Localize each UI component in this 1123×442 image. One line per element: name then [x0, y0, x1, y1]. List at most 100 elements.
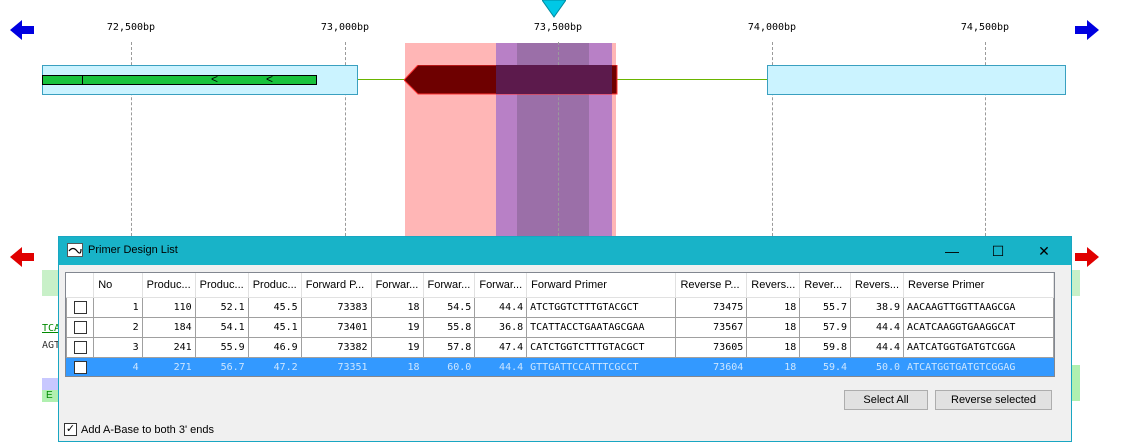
table-cell: 73401: [300, 317, 372, 338]
column-header[interactable]: Forward Primer: [526, 273, 677, 298]
sequence-fragment: TCA: [42, 323, 61, 334]
table-row[interactable]: 3 241 55.9 46.9 73382 19 57.8 47.4 CATCTGGTCTTTG…: [66, 337, 1054, 358]
table-cell: 54.5: [422, 297, 476, 318]
green-feature[interactable]: [42, 75, 317, 85]
table-cell: 18: [370, 297, 424, 318]
table-cell: 18: [370, 357, 424, 376]
table-cell: 52.1: [194, 297, 249, 318]
table-cell: 45.1: [247, 317, 302, 338]
table-cell: 50.0: [850, 357, 905, 376]
column-header[interactable]: Produc...: [195, 273, 249, 298]
scroll-right-arrow-icon[interactable]: [1075, 247, 1099, 267]
checkbox-icon[interactable]: [73, 321, 87, 334]
table-cell: AATCATGGTGATGTCGGA: [903, 337, 1054, 358]
table-cell: 59.8: [799, 337, 852, 358]
table-cell: 57.9: [799, 317, 852, 338]
sequence-fragment: AGT: [42, 340, 61, 351]
primer-table[interactable]: No Produc... Produc... Produc... Forward…: [65, 272, 1055, 377]
table-cell: 73605: [675, 337, 748, 358]
table-cell: 1: [93, 297, 143, 318]
side-band-right: [1072, 365, 1080, 401]
table-cell: AACAAGTTGGTTAAGCGA: [903, 297, 1054, 318]
row-checkbox[interactable]: [66, 297, 95, 318]
table-row[interactable]: 4 271 56.7 47.2 73351 18 60.0 44.4 GTTGATTCCATTT…: [66, 357, 1054, 376]
row-checkbox[interactable]: [66, 317, 95, 338]
table-cell: 18: [746, 337, 801, 358]
table-cell: 44.4: [474, 297, 528, 318]
checkbox-icon[interactable]: [73, 301, 87, 314]
select-all-button[interactable]: Select All: [844, 390, 928, 410]
table-cell: 44.4: [850, 337, 905, 358]
side-band-right: [1072, 270, 1080, 296]
table-cell: 19: [370, 337, 424, 358]
table-cell: 19: [370, 317, 424, 338]
table-cell: ATCTGGTCTTTGTACGCT: [526, 297, 677, 318]
table-cell: 44.4: [474, 357, 528, 376]
column-header[interactable]: [66, 273, 95, 298]
row-checkbox[interactable]: [66, 357, 95, 376]
checkmark-icon: ✓: [65, 423, 76, 435]
dialog-titlebar[interactable]: Primer Design List — ☐ ✕: [59, 237, 1071, 265]
gene-box-right[interactable]: [767, 65, 1066, 95]
scroll-right-arrow-icon[interactable]: [1075, 20, 1099, 40]
table-cell: ACATCAAGGTGAAGGCAT: [903, 317, 1054, 338]
minimize-button[interactable]: —: [945, 243, 959, 259]
table-row[interactable]: 1 110 52.1 45.5 73383 18 54.5 44.4 ATCTGGTCTTTGT…: [66, 297, 1054, 318]
close-button[interactable]: ✕: [1038, 242, 1050, 259]
column-header[interactable]: Forward P...: [301, 273, 372, 298]
ruler-label: 74,000bp: [747, 22, 797, 33]
column-header[interactable]: Forwar...: [423, 273, 476, 298]
checkbox-icon[interactable]: [73, 361, 87, 374]
table-cell: ATCATGGTGATGTCGGAG: [903, 357, 1054, 376]
table-cell: 18: [746, 317, 801, 338]
column-header[interactable]: Forwar...: [474, 273, 528, 298]
reverse-selected-button[interactable]: Reverse selected: [935, 390, 1052, 410]
position-marker-icon[interactable]: [542, 0, 566, 18]
column-header[interactable]: Rever...: [799, 273, 852, 298]
feature-direction-icon: <: [211, 72, 219, 86]
ruler-label: 73,500bp: [533, 22, 583, 33]
column-header[interactable]: Reverse P...: [675, 273, 748, 298]
table-cell: 110: [141, 297, 196, 318]
table-cell: 18: [746, 357, 801, 376]
side-band: [42, 270, 58, 296]
table-cell: 54.1: [194, 317, 249, 338]
table-cell: GTTGATTCCATTTCGCCT: [526, 357, 677, 376]
table-cell: 73604: [675, 357, 748, 376]
column-header[interactable]: Reverse Primer: [903, 273, 1054, 298]
dialog-title: Primer Design List: [88, 244, 178, 256]
dark-feature[interactable]: [404, 65, 618, 95]
table-cell: 73351: [300, 357, 372, 376]
feature-direction-icon: <: [266, 72, 274, 86]
column-header[interactable]: Produc...: [248, 273, 302, 298]
add-a-base-label[interactable]: Add A-Base to both 3' ends: [81, 424, 214, 436]
table-cell: 59.4: [799, 357, 852, 376]
table-cell: 3: [93, 337, 143, 358]
table-cell: TCATTACCTGAATAGCGAA: [526, 317, 677, 338]
row-checkbox[interactable]: [66, 337, 95, 358]
column-header[interactable]: No: [93, 273, 143, 298]
table-cell: 18: [746, 297, 801, 318]
checkbox-icon[interactable]: [73, 341, 87, 354]
maximize-button[interactable]: ☐: [991, 242, 1005, 259]
scroll-left-arrow-icon[interactable]: [10, 20, 34, 40]
table-cell: 57.8: [422, 337, 476, 358]
add-a-base-checkbox[interactable]: ✓: [64, 423, 77, 436]
table-cell: 47.2: [247, 357, 302, 376]
column-header[interactable]: Forwar...: [371, 273, 424, 298]
primer-design-dialog[interactable]: Primer Design List — ☐ ✕ No Produc... Pr…: [58, 236, 1072, 442]
table-row[interactable]: 2 184 54.1 45.1 73401 19 55.8 36.8 TCATTACCTGAAT…: [66, 317, 1054, 338]
table-cell: 184: [141, 317, 196, 338]
table-cell: 46.9: [247, 337, 302, 358]
table-cell: 56.7: [194, 357, 249, 376]
column-header[interactable]: Produc...: [142, 273, 196, 298]
table-cell: 241: [141, 337, 196, 358]
table-cell: 73567: [675, 317, 748, 338]
table-cell: 55.9: [194, 337, 249, 358]
table-cell: 2: [93, 317, 143, 338]
table-cell: 73475: [675, 297, 748, 318]
column-header[interactable]: Revers...: [850, 273, 905, 298]
column-header[interactable]: Revers...: [746, 273, 801, 298]
scroll-left-arrow-icon[interactable]: [10, 247, 34, 267]
